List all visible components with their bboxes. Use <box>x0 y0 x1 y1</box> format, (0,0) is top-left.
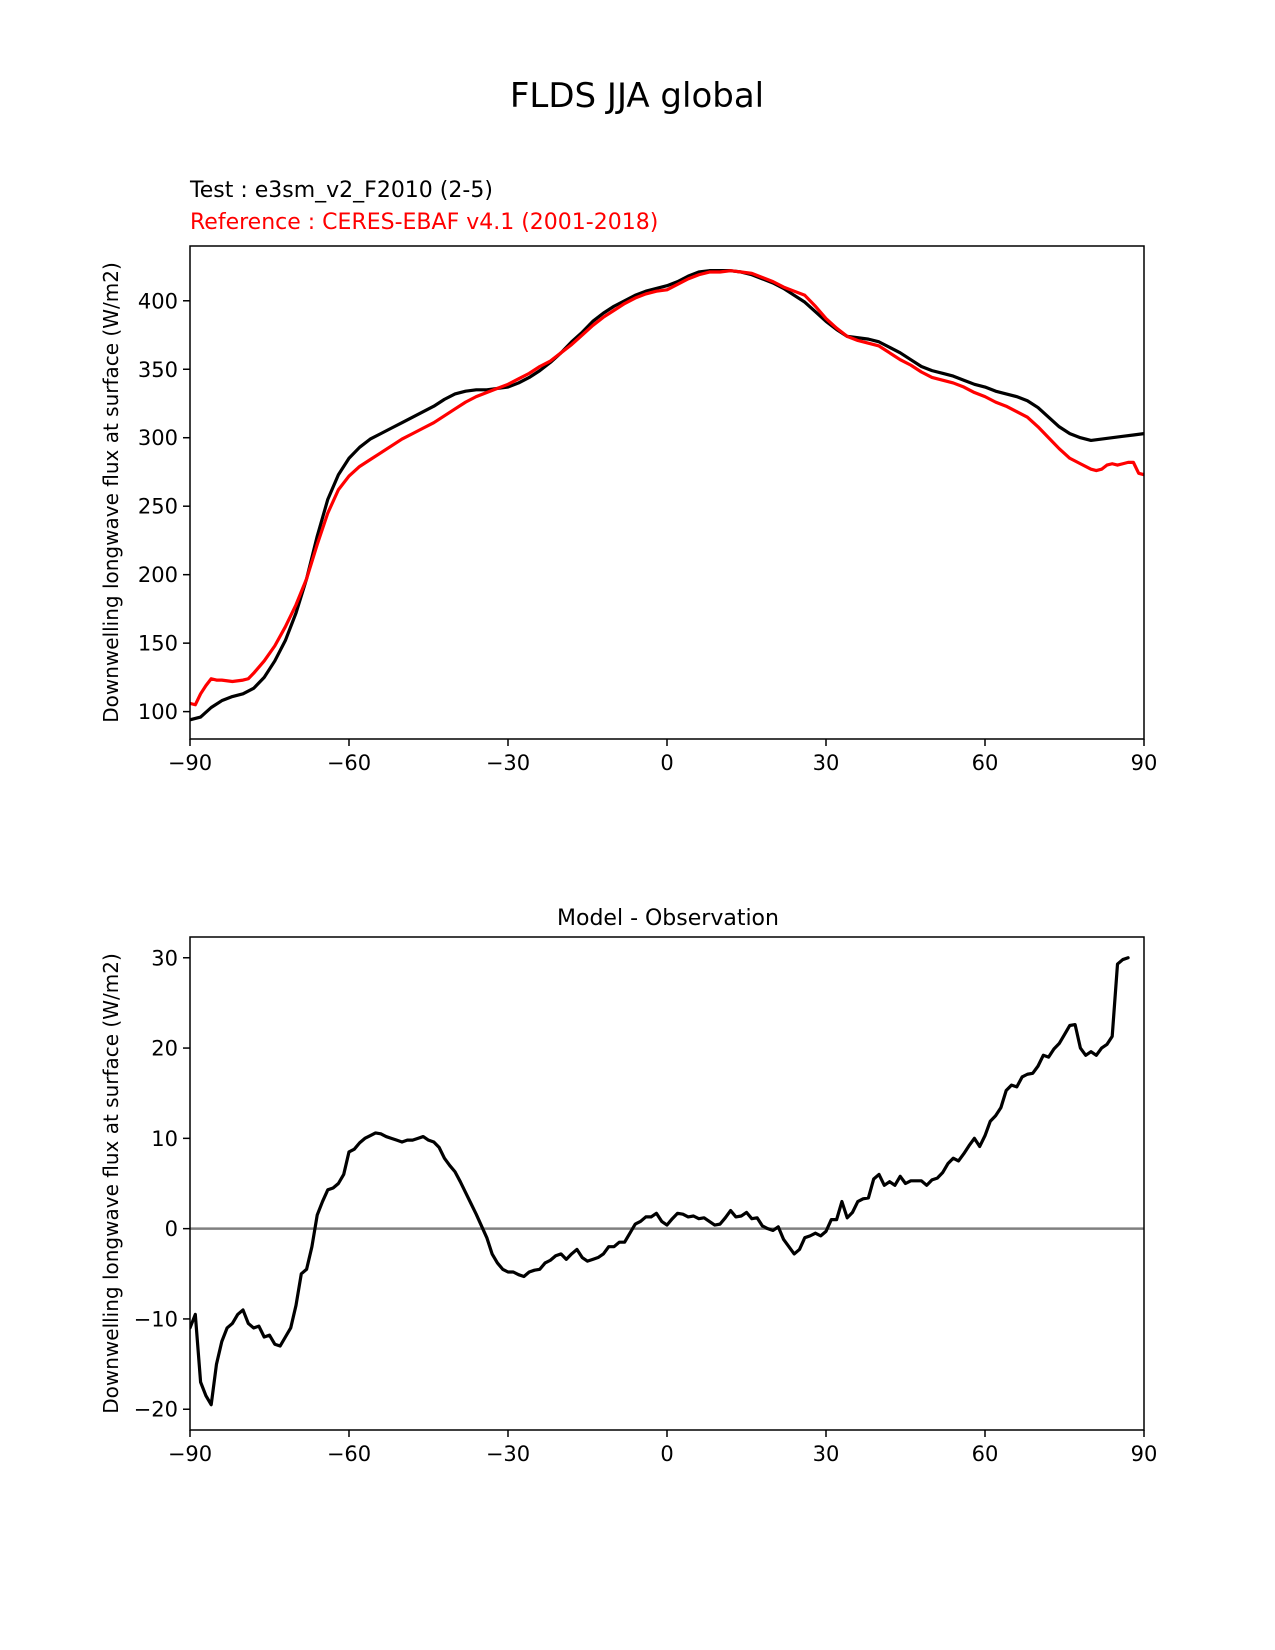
reference-label: Reference : CERES-EBAF v4.1 (2001-2018) <box>190 210 658 235</box>
top-plot-panel: −90 −60 −30 0 30 60 90 100 150 200 250 300 350 400 Dow… <box>99 245 1158 775</box>
bottom-x-tick-label: 0 <box>660 1442 673 1466</box>
top-y-tick-label: 200 <box>138 563 178 587</box>
bottom-x-tick-label: 30 <box>813 1442 840 1466</box>
bottom-y-tick-label: 30 <box>151 946 178 970</box>
bottom-y-tick-label: 10 <box>151 1127 178 1151</box>
bottom-y-tick-label: −20 <box>134 1398 178 1422</box>
top-y-tick-label: 350 <box>138 358 178 382</box>
top-x-tick-label: −60 <box>327 751 371 775</box>
difference-series-line <box>190 956 1130 1407</box>
figure-title: FLDS JJA global <box>510 76 764 116</box>
bottom-plot-title: Model - Observation <box>557 906 779 931</box>
bottom-y-tick-label: −10 <box>134 1307 178 1331</box>
top-y-tick-label: 150 <box>138 632 178 656</box>
test-series-line <box>190 269 1144 722</box>
top-x-tick-label: 60 <box>972 751 999 775</box>
bottom-x-tick-label: −60 <box>327 1442 371 1466</box>
top-x-tick-label: 30 <box>813 751 840 775</box>
bottom-x-tick-label: −30 <box>486 1442 530 1466</box>
bottom-x-tick-label: −90 <box>168 1442 212 1466</box>
top-x-tick-label: −90 <box>168 751 212 775</box>
bottom-y-tick-label: 20 <box>151 1037 178 1061</box>
bottom-x-tick-label: 90 <box>1131 1442 1158 1466</box>
top-x-tick-label: 90 <box>1131 751 1158 775</box>
bottom-x-tick-label: 60 <box>972 1442 999 1466</box>
reference-series-line <box>190 269 1144 707</box>
top-y-tick-label: 300 <box>138 426 178 450</box>
top-x-tick-label: 0 <box>660 751 673 775</box>
bottom-plot-panel: −90 −60 −30 0 30 60 90 −20 −10 0 10 20 30 Downwelling… <box>99 936 1158 1466</box>
top-x-tick-label: −30 <box>486 751 530 775</box>
top-y-tick-label: 400 <box>138 289 178 313</box>
bottom-y-axis-label: Downwelling longwave flux at surface (W/… <box>99 953 123 1414</box>
top-y-tick-label: 250 <box>138 495 178 519</box>
top-y-tick-label: 100 <box>138 700 178 724</box>
bottom-y-tick-label: 0 <box>165 1217 178 1241</box>
test-label: Test : e3sm_v2_F2010 (2-5) <box>189 178 493 203</box>
top-y-axis-label: Downwelling longwave flux at surface (W/… <box>99 262 123 723</box>
